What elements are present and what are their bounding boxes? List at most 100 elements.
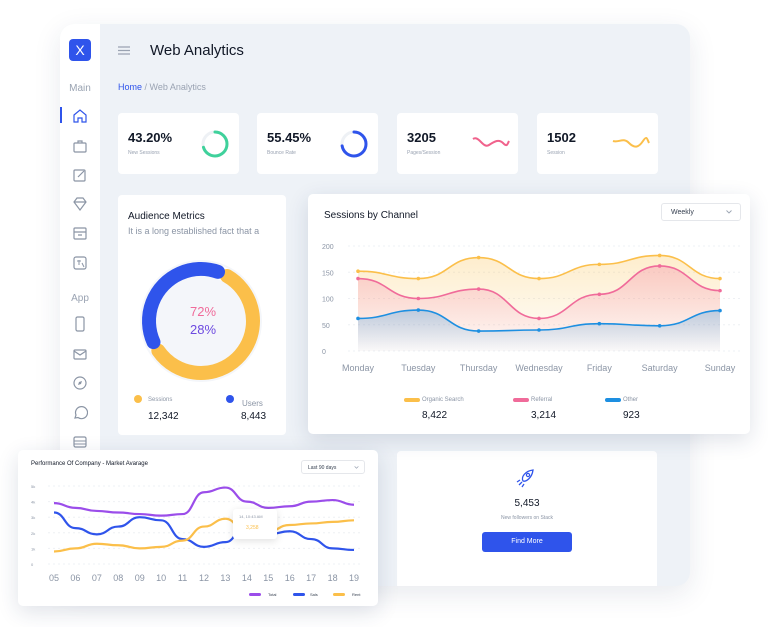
x-tick-label: 07	[92, 573, 102, 583]
x-tick-label: 18	[328, 573, 338, 583]
channel-period-select[interactable]: Weekly	[661, 203, 741, 221]
breadcrumb-separator: /	[142, 82, 150, 92]
data-point	[356, 269, 360, 273]
legend-label-organic: Organic Search	[422, 397, 464, 403]
legend-label-rent: Rent	[352, 592, 361, 597]
breadcrumb-current: Web Analytics	[149, 82, 206, 92]
y-tick-label: 0	[322, 349, 326, 356]
data-point	[718, 276, 722, 281]
find-more-button[interactable]: Find More	[482, 532, 572, 552]
x-tick-label: Sunday	[705, 363, 736, 373]
x-tick-label: Tuesday	[401, 363, 436, 373]
chevron-down-icon	[726, 210, 732, 214]
legend-label-sals: Sals	[310, 592, 318, 597]
x-tick-label: 19	[349, 573, 359, 583]
legend-label-total: Total	[268, 592, 277, 597]
sessions-area-chart: 200 150 100 50 0 Monday Tuesday Thursday Wednesd…	[322, 244, 740, 373]
data-point	[657, 324, 662, 328]
archive-icon[interactable]	[72, 225, 88, 241]
legend-value-users: 8,443	[241, 411, 267, 422]
sidebar-section-app: App	[71, 293, 89, 304]
stat-value: 43.20%	[128, 130, 173, 145]
home-icon[interactable]	[72, 108, 88, 124]
menu-toggle-icon[interactable]	[118, 46, 130, 55]
edit-icon[interactable]	[72, 167, 88, 183]
stat-ring-progress	[340, 130, 368, 158]
audience-donut-chart	[140, 260, 262, 382]
x-tick-label: Wednesday	[515, 363, 563, 373]
stat-value: 3205	[407, 130, 436, 145]
y-tick-label: 50	[322, 323, 330, 330]
data-point	[537, 276, 541, 281]
sidebar-section-main: Main	[69, 83, 91, 94]
legend-label-other: Other	[623, 397, 639, 403]
chat-icon[interactable]	[72, 405, 88, 421]
legend-value-other: 923	[623, 410, 640, 421]
x-tick-label: Monday	[342, 363, 375, 373]
x-tick-label: 11	[178, 573, 187, 583]
y-tick-label: 5k	[31, 484, 35, 489]
legend-value-referral: 3,214	[531, 410, 557, 421]
x-tick-label: 13	[220, 573, 230, 583]
diamond-icon[interactable]	[72, 196, 88, 212]
data-point	[416, 296, 421, 301]
stat-label: New Sessions	[128, 150, 160, 156]
breadcrumb: Home / Web Analytics	[118, 82, 206, 92]
data-point	[597, 262, 602, 267]
sidebar-active-indicator	[60, 107, 62, 123]
x-tick-label: 09	[135, 573, 145, 583]
y-tick-label: 3k	[31, 515, 35, 520]
translate-icon[interactable]	[72, 255, 88, 271]
stat-value: 55.45%	[267, 130, 312, 145]
performance-line-chart: 5k 4k 3k 2k 1k 0 05 06 07 08 09 10 11 12 13 14 15 16 17 18 1…	[31, 484, 363, 583]
x-tick-label: 14	[242, 573, 252, 583]
data-point	[718, 308, 722, 313]
legend-swatch-rent	[333, 593, 345, 596]
mobile-icon[interactable]	[72, 316, 88, 332]
stat-card-bounce-rate: 55.45% Bounce Rate	[257, 113, 378, 174]
donut-segment-users	[141, 262, 260, 381]
performance-period-select[interactable]: Last 90 days	[301, 460, 365, 474]
layers-icon[interactable]	[72, 434, 88, 450]
data-point	[476, 255, 481, 260]
stat-ring-progress	[201, 130, 229, 158]
stat-ring-chart	[201, 130, 229, 158]
data-point	[476, 329, 481, 333]
compass-icon[interactable]	[72, 375, 88, 391]
briefcase-icon[interactable]	[72, 138, 88, 154]
stat-card-session: 1502 Session	[537, 113, 658, 174]
channel-period-value: Weekly	[671, 209, 694, 216]
y-tick-label: 150	[322, 270, 334, 277]
legend-swatch-other	[605, 398, 621, 402]
legend-dot-users	[226, 395, 234, 403]
series-line-2	[53, 517, 355, 553]
stat-label: Bounce Rate	[267, 150, 296, 156]
y-tick-label: 4k	[31, 500, 35, 505]
followers-count: 5,453	[514, 498, 540, 509]
legend-dot-sessions	[134, 395, 142, 403]
data-point	[476, 287, 481, 291]
tooltip-title: 14, 10:43 AM	[239, 514, 263, 519]
sessions-by-channel-card: Sessions by Channel Weekly 200 150 100 50 0 M…	[308, 194, 750, 434]
series-line-1	[53, 511, 355, 552]
y-tick-label: 1k	[31, 546, 35, 551]
page-title: Web Analytics	[150, 42, 244, 59]
data-point	[657, 253, 662, 258]
app-logo[interactable]: X	[69, 39, 91, 61]
legend-label-sessions: Sessions	[148, 397, 173, 403]
data-point	[416, 276, 421, 281]
performance-title: Performance Of Company - Market Avarage	[31, 461, 148, 467]
donut-segment-sessions	[142, 262, 260, 380]
data-point	[718, 288, 722, 293]
y-tick-label: 0	[31, 562, 34, 567]
x-tick-label: 10	[156, 573, 166, 583]
tooltip-value: 3,258	[246, 525, 259, 531]
followers-card: 5,453 New followers on Stack Find More	[397, 451, 657, 586]
breadcrumb-home-link[interactable]: Home	[118, 82, 143, 92]
x-tick-label: Thursday	[460, 363, 498, 373]
chevron-down-icon	[354, 466, 359, 469]
legend-value-organic: 8,422	[422, 410, 448, 421]
data-point	[597, 292, 602, 297]
mail-icon[interactable]	[72, 346, 88, 362]
stat-card-new-sessions: 43.20% New Sessions	[118, 113, 239, 174]
